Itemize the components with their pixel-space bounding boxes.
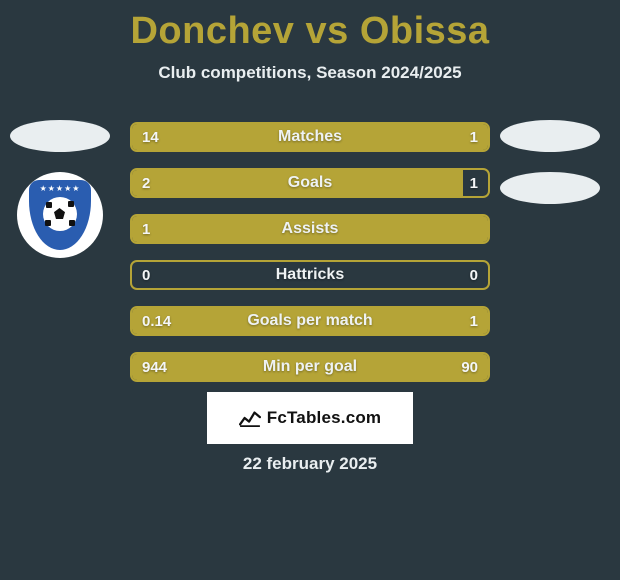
footer-date: 22 february 2025: [0, 454, 620, 474]
page-title: Donchev vs Obissa: [0, 0, 620, 53]
brand-badge: FcTables.com: [207, 392, 413, 444]
stat-row: 1 Assists: [130, 214, 490, 244]
stat-label: Matches: [132, 124, 488, 150]
stat-row: 944 Min per goal 90: [130, 352, 490, 382]
club-logo-left: ★★★★★: [17, 172, 103, 258]
stat-label: Goals: [132, 170, 488, 196]
brand-text: FcTables.com: [267, 408, 382, 428]
stat-value-right: 1: [470, 124, 478, 150]
player-right-placeholder-2: [500, 172, 600, 204]
stat-value-right: 1: [470, 170, 478, 196]
stars-icon: ★★★★★: [40, 184, 81, 193]
stat-label: Assists: [132, 216, 488, 242]
stat-label: Hattricks: [132, 262, 488, 288]
soccer-ball-icon: [43, 197, 77, 231]
stat-label: Min per goal: [132, 354, 488, 380]
stat-row: 2 Goals 1: [130, 168, 490, 198]
stat-row: 0.14 Goals per match 1: [130, 306, 490, 336]
player-right-placeholder-1: [500, 120, 600, 152]
subtitle: Club competitions, Season 2024/2025: [0, 63, 620, 83]
stat-value-right: 90: [461, 354, 478, 380]
stat-row: 0 Hattricks 0: [130, 260, 490, 290]
shield-icon: ★★★★★: [29, 180, 91, 250]
left-player-column: ★★★★★: [10, 120, 110, 258]
stat-value-right: 1: [470, 308, 478, 334]
player-left-placeholder: [10, 120, 110, 152]
stat-value-right: 0: [470, 262, 478, 288]
right-player-column: [500, 120, 600, 224]
stats-bars: 14 Matches 1 2 Goals 1 1 Assists 0 Hattr…: [130, 122, 490, 398]
stat-label: Goals per match: [132, 308, 488, 334]
stat-row: 14 Matches 1: [130, 122, 490, 152]
brand-logo-icon: [239, 409, 261, 427]
